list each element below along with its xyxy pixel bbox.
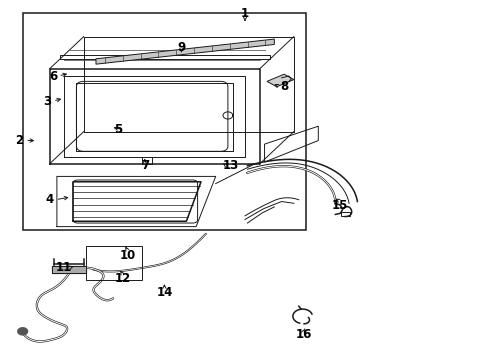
Text: 5: 5 xyxy=(114,123,122,136)
Text: 8: 8 xyxy=(280,80,288,93)
Text: 2: 2 xyxy=(15,134,24,147)
Polygon shape xyxy=(96,39,274,64)
Text: 6: 6 xyxy=(49,69,58,82)
Text: 13: 13 xyxy=(222,159,239,172)
Text: 14: 14 xyxy=(156,287,172,300)
Text: 1: 1 xyxy=(241,7,249,20)
Text: 12: 12 xyxy=(115,272,131,285)
Text: 4: 4 xyxy=(46,193,54,206)
Text: 7: 7 xyxy=(141,159,149,172)
Text: 9: 9 xyxy=(177,41,186,54)
Text: 15: 15 xyxy=(332,199,348,212)
Text: 3: 3 xyxy=(43,95,51,108)
Polygon shape xyxy=(267,74,294,87)
Text: 16: 16 xyxy=(295,328,312,341)
Polygon shape xyxy=(18,328,27,335)
Polygon shape xyxy=(52,266,86,273)
Bar xyxy=(341,212,350,216)
Bar xyxy=(23,13,306,230)
Text: 11: 11 xyxy=(56,261,73,274)
Text: 10: 10 xyxy=(120,249,136,262)
Bar xyxy=(86,246,143,280)
